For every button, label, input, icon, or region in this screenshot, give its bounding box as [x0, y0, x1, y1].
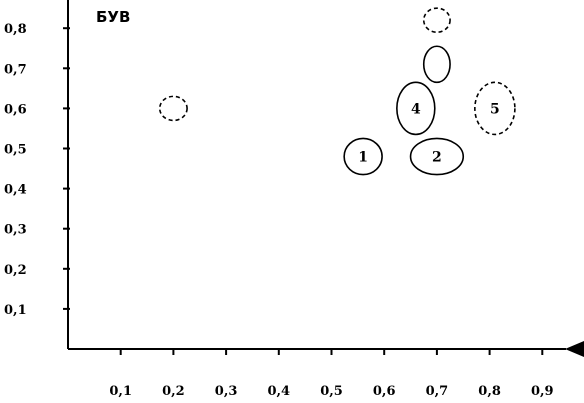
axes	[67, 0, 584, 357]
x-tick-label: 0,7	[426, 384, 449, 399]
bubble	[343, 137, 383, 176]
x-axis-arrow-icon	[565, 341, 584, 357]
x-tick-label: 0,8	[478, 384, 501, 399]
y-tick-label: 0,5	[4, 143, 27, 158]
x-tick-label: 0,2	[162, 384, 185, 399]
bubble-label: 1	[358, 150, 368, 166]
bubble-label: 4	[411, 101, 421, 117]
bubbles: 1 2 4 5	[158, 7, 516, 176]
bubble	[422, 45, 451, 84]
y-tick-label: 0,8	[4, 22, 27, 37]
y-tick-label: 0,1	[4, 303, 27, 318]
y-tick-label: 0,6	[4, 102, 27, 117]
bubble	[158, 95, 188, 122]
y-tick-label: 0,2	[4, 263, 27, 278]
bubble	[422, 7, 451, 34]
x-ticks: 0,1 0,2 0,3 0,4 0,5 0,6 0,7 0,8 0,9	[109, 349, 554, 399]
y-tick-label: 0,3	[4, 223, 27, 238]
x-tick-label: 0,4	[267, 384, 290, 399]
bubble-label: 2	[432, 150, 442, 166]
x-tick-label: 0,1	[109, 384, 132, 399]
y-tick-label: 0,7	[4, 62, 27, 77]
x-tick-label: 0,9	[531, 384, 554, 399]
x-tick-label: 0,6	[373, 384, 396, 399]
bubble	[474, 81, 516, 136]
y-ticks: 0,1 0,2 0,3 0,4 0,5 0,6 0,7 0,8	[4, 22, 70, 318]
bubble	[396, 81, 436, 136]
x-tick-label: 0,3	[215, 384, 238, 399]
chart-title: БУВ	[96, 8, 130, 26]
y-tick-label: 0,4	[4, 183, 27, 198]
bubble	[409, 137, 465, 176]
x-tick-label: 0,5	[320, 384, 343, 399]
bubble-label: 5	[490, 101, 500, 117]
